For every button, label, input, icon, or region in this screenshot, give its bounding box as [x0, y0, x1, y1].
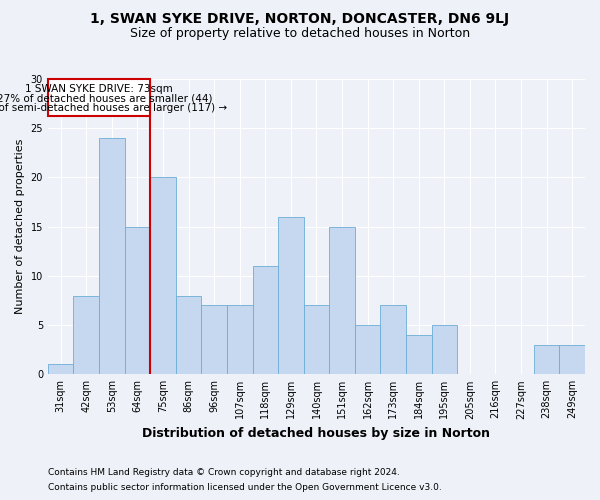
Bar — [73, 296, 99, 374]
Text: Size of property relative to detached houses in Norton: Size of property relative to detached ho… — [130, 28, 470, 40]
Bar — [431, 325, 457, 374]
X-axis label: Distribution of detached houses by size in Norton: Distribution of detached houses by size … — [142, 427, 490, 440]
Bar — [150, 178, 176, 374]
Bar — [278, 217, 304, 374]
Bar — [176, 296, 202, 374]
Bar — [355, 325, 380, 374]
Bar — [48, 364, 73, 374]
Bar — [534, 345, 559, 374]
Bar — [99, 138, 125, 374]
Bar — [559, 345, 585, 374]
Text: ← 27% of detached houses are smaller (44): ← 27% of detached houses are smaller (44… — [0, 94, 213, 104]
Text: 1 SWAN SYKE DRIVE: 73sqm: 1 SWAN SYKE DRIVE: 73sqm — [25, 84, 173, 94]
Bar — [380, 306, 406, 374]
Text: 1, SWAN SYKE DRIVE, NORTON, DONCASTER, DN6 9LJ: 1, SWAN SYKE DRIVE, NORTON, DONCASTER, D… — [91, 12, 509, 26]
Y-axis label: Number of detached properties: Number of detached properties — [15, 139, 25, 314]
Bar — [48, 79, 150, 116]
Text: Contains HM Land Registry data © Crown copyright and database right 2024.: Contains HM Land Registry data © Crown c… — [48, 468, 400, 477]
Text: 72% of semi-detached houses are larger (117) →: 72% of semi-detached houses are larger (… — [0, 102, 227, 113]
Bar — [227, 306, 253, 374]
Bar — [202, 306, 227, 374]
Bar — [253, 266, 278, 374]
Bar — [329, 226, 355, 374]
Bar — [125, 226, 150, 374]
Text: Contains public sector information licensed under the Open Government Licence v3: Contains public sector information licen… — [48, 483, 442, 492]
Bar — [406, 335, 431, 374]
Bar — [304, 306, 329, 374]
